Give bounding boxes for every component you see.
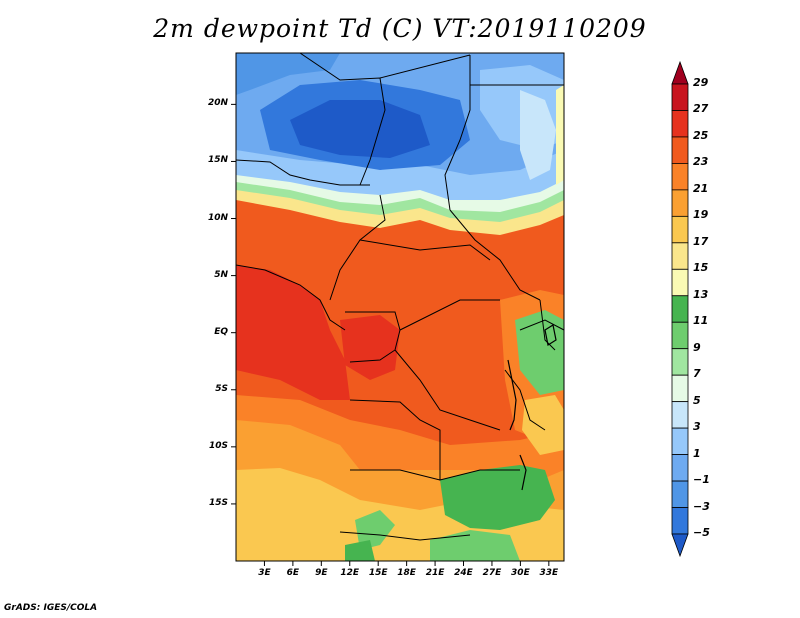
colorbar-level-label: 15	[693, 261, 709, 275]
colorbar-level-label: 9	[693, 340, 701, 354]
colorbar-level-label: −5	[693, 526, 710, 539]
x-axis-ticks	[263, 561, 550, 566]
y-tick-label: 5N	[214, 269, 228, 280]
x-tick-label: 12E	[340, 568, 360, 578]
colorbar-bin	[671, 110, 689, 138]
colorbar-level-label: 23	[693, 155, 709, 169]
x-tick-label: 30E	[511, 568, 530, 578]
x-tick-label: 33E	[539, 568, 559, 578]
y-tick-label: 10S	[208, 440, 228, 451]
colorbar-bin	[671, 60, 689, 85]
colorbar-bin	[671, 348, 689, 376]
colorbar	[671, 60, 689, 558]
colorbar-level-label: 7	[693, 367, 701, 381]
colorbar-bin	[671, 268, 689, 297]
x-tick-label: 27E	[482, 568, 502, 578]
colorbar-bin	[671, 533, 689, 558]
y-tick-label: 15S	[208, 497, 228, 508]
y-axis-ticks	[231, 103, 236, 505]
colorbar-level-label: 5	[693, 393, 701, 407]
x-tick-label: 6E	[286, 568, 300, 578]
y-tick-label: 10N	[207, 212, 228, 223]
colorbar-level-label: 21	[693, 181, 709, 195]
colorbar-bin	[671, 83, 689, 111]
colorbar-bin	[671, 189, 689, 217]
colorbar-bin	[671, 163, 689, 191]
colorbar-bin	[671, 136, 689, 164]
colorbar-bin	[671, 427, 689, 455]
colorbar-level-label: 29	[693, 76, 709, 89]
grads-credit: GrADS: IGES/COLA	[4, 603, 98, 613]
colorbar-bin	[671, 242, 689, 270]
x-tick-label: 3E	[258, 568, 271, 578]
colorbar-bin	[671, 454, 689, 482]
dewpoint-field	[236, 53, 564, 561]
colorbar-level-label: 13	[693, 287, 709, 301]
map-title: 2m dewpoint Td (C) VT:2019110209	[153, 14, 647, 43]
colorbar-bin	[671, 374, 689, 403]
colorbar-level-label: −1	[693, 473, 710, 487]
x-tick-label: 18E	[397, 568, 416, 578]
colorbar-bin	[671, 295, 689, 323]
x-tick-label: 9E	[315, 568, 328, 578]
x-tick-label: 24E	[454, 568, 473, 578]
map-frame	[235, 52, 565, 562]
colorbar-bin	[671, 480, 689, 508]
country-borders	[236, 53, 564, 541]
colorbar-level-label: 25	[693, 128, 709, 142]
y-tick-label: 20N	[207, 98, 228, 109]
colorbar-bin	[671, 215, 689, 244]
y-tick-label: 15N	[207, 155, 228, 166]
colorbar-level-label: 1	[693, 446, 701, 460]
colorbar-level-label: 17	[693, 234, 709, 248]
colorbar-level-label: 3	[693, 420, 701, 434]
colorbar-bin	[671, 321, 689, 350]
colorbar-bin	[671, 401, 689, 429]
colorbar-level-label: −3	[693, 499, 710, 513]
colorbar-bin	[671, 507, 689, 535]
y-tick-label: EQ	[214, 326, 228, 337]
x-tick-label: 15E	[368, 568, 388, 578]
colorbar-level-label: 11	[693, 314, 709, 328]
y-tick-label: 5S	[215, 383, 228, 394]
lake-outlines	[507, 324, 557, 491]
colorbar-level-label: 19	[693, 208, 709, 222]
x-tick-label: 21E	[425, 568, 445, 578]
colorbar-level-label: 27	[693, 102, 709, 116]
